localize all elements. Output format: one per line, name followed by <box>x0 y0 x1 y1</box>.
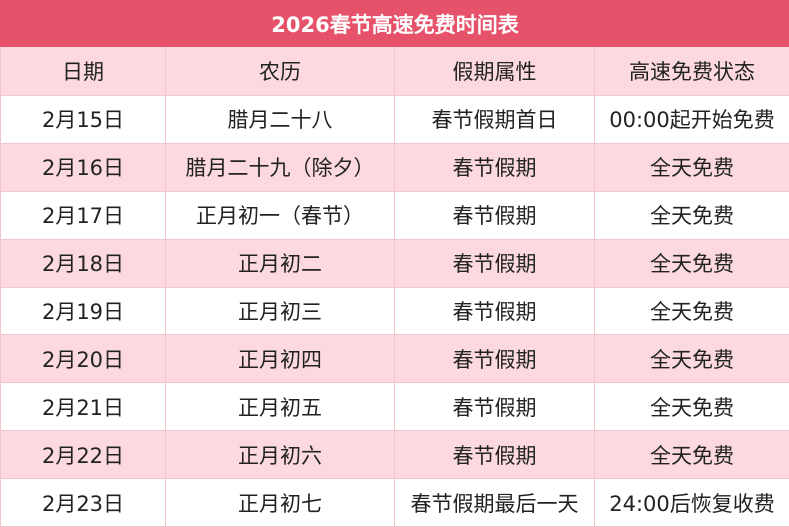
cell: 春节假期 <box>394 142 595 192</box>
cell: 24:00后恢复收费 <box>593 478 789 527</box>
cell: 春节假期 <box>394 334 595 384</box>
table-title: 2026春节高速免费时间表 <box>0 0 789 47</box>
cell: 腊月二十八 <box>165 95 395 144</box>
header-cell: 日期 <box>0 46 166 96</box>
header-cell: 假期属性 <box>394 46 595 96</box>
cell: 正月初二 <box>165 238 395 288</box>
cell: 2月21日 <box>0 382 166 432</box>
cell: 2月17日 <box>0 190 166 240</box>
cell: 全天免费 <box>593 430 789 479</box>
cell: 全天免费 <box>593 286 789 336</box>
cell: 全天免费 <box>593 190 789 240</box>
cell: 春节假期首日 <box>394 95 595 144</box>
cell: 春节假期 <box>394 382 595 432</box>
table-row: 2月23日 正月初七 春节假期最后一天 24:00后恢复收费 <box>0 478 789 527</box>
cell: 2月18日 <box>0 238 166 288</box>
cell: 2月23日 <box>0 478 166 527</box>
table-row: 2月15日 腊月二十八 春节假期首日 00:00起开始免费 <box>0 95 789 144</box>
cell: 正月初四 <box>165 334 395 384</box>
cell: 正月初三 <box>165 286 395 336</box>
cell: 正月初五 <box>165 382 395 432</box>
table-row: 2月19日 正月初三 春节假期 全天免费 <box>0 286 789 336</box>
cell: 正月初七 <box>165 478 395 527</box>
cell: 全天免费 <box>593 382 789 432</box>
table-row: 2月22日 正月初六 春节假期 全天免费 <box>0 430 789 479</box>
table-row: 2月21日 正月初五 春节假期 全天免费 <box>0 382 789 432</box>
header-cell: 高速免费状态 <box>593 46 789 96</box>
table-row: 2月20日 正月初四 春节假期 全天免费 <box>0 334 789 384</box>
cell: 腊月二十九（除夕） <box>165 142 395 192</box>
cell: 2月16日 <box>0 142 166 192</box>
cell: 春节假期 <box>394 286 595 336</box>
cell: 春节假期 <box>394 190 595 240</box>
cell: 2月15日 <box>0 95 166 144</box>
table-row: 2月16日 腊月二十九（除夕） 春节假期 全天免费 <box>0 142 789 192</box>
table-row: 2月18日 正月初二 春节假期 全天免费 <box>0 238 789 288</box>
table-row: 2月17日 正月初一（春节） 春节假期 全天免费 <box>0 190 789 240</box>
header-cell: 农历 <box>165 46 395 96</box>
cell: 春节假期 <box>394 430 595 479</box>
cell: 全天免费 <box>593 238 789 288</box>
cell: 全天免费 <box>593 142 789 192</box>
cell: 正月初一（春节） <box>165 190 395 240</box>
cell: 00:00起开始免费 <box>593 95 789 144</box>
cell: 春节假期 <box>394 238 595 288</box>
cell: 2月22日 <box>0 430 166 479</box>
cell: 全天免费 <box>593 334 789 384</box>
cell: 春节假期最后一天 <box>394 478 595 527</box>
cell: 2月20日 <box>0 334 166 384</box>
cell: 正月初六 <box>165 430 395 479</box>
cell: 2月19日 <box>0 286 166 336</box>
